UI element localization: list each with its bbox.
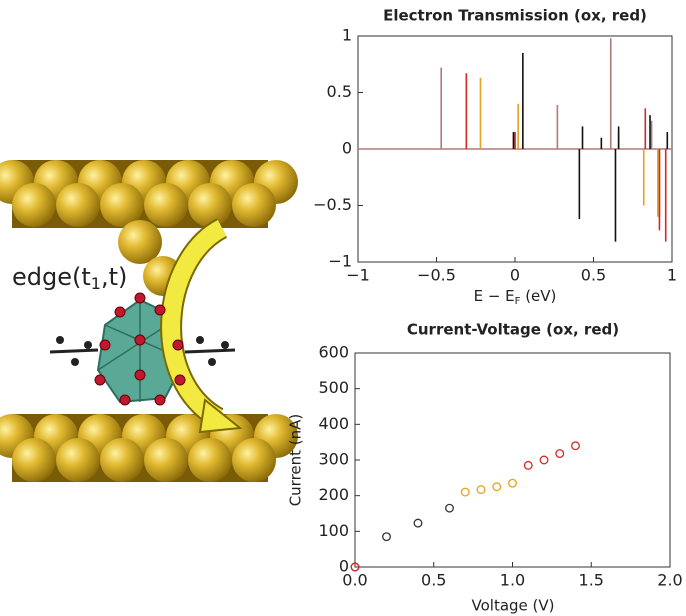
oxygen-atom (155, 305, 165, 315)
x-axis-label: E − EF (eV) (474, 287, 557, 308)
oxygen-atom (135, 335, 145, 345)
gold-atom (232, 183, 276, 227)
carbon-atom (71, 358, 79, 366)
iv-point (572, 442, 580, 450)
illustration: edge(t1,t) (0, 160, 298, 482)
oxygen-atom (135, 293, 145, 303)
x-tick-label: 1.0 (500, 571, 525, 590)
label-sub: 1 (91, 274, 101, 293)
label-part: (eV) (520, 287, 556, 305)
y-axis-label: Current (nA) (287, 414, 305, 507)
gold-atom (100, 438, 144, 482)
gold-atom (232, 438, 276, 482)
oxygen-atom (175, 375, 185, 385)
y-tick-label: 600 (318, 343, 349, 362)
illustration-label: edge(t1,t) (12, 263, 127, 293)
gold-atom (56, 183, 100, 227)
iv-point (414, 519, 422, 527)
label-part: E − E (474, 287, 515, 305)
figure: edge(t1,t) Electron Transmission (ox, re… (0, 0, 686, 616)
gold-atom (144, 183, 188, 227)
plot-frame (355, 353, 670, 567)
x-tick-label: −0.5 (417, 266, 456, 285)
iv-point (383, 533, 391, 541)
x-tick-label: 1.5 (579, 571, 604, 590)
y-tick-label: 300 (318, 450, 349, 469)
x-tick-label: 1 (667, 266, 677, 285)
gold-atom (188, 183, 232, 227)
y-tick-label: 200 (318, 485, 349, 504)
x-axis-label: Voltage (V) (472, 597, 555, 615)
x-tick-label: 2.0 (657, 571, 682, 590)
chart-title: Current-Voltage (ox, red) (407, 321, 619, 339)
iv-point (509, 479, 517, 487)
oxygen-atom (135, 370, 145, 380)
oxygen-atom (115, 307, 125, 317)
y-tick-label: 100 (318, 521, 349, 540)
x-tick-label: 0.5 (421, 571, 446, 590)
x-tick-label: 0.5 (581, 266, 606, 285)
y-tick-label: −0.5 (313, 195, 352, 214)
carbon-atom (208, 358, 216, 366)
gold-atom (144, 438, 188, 482)
gold-atom (12, 183, 56, 227)
carbon-atom (196, 336, 204, 344)
iv-point (556, 450, 564, 458)
oxygen-atom (100, 340, 110, 350)
oxygen-atom (155, 395, 165, 405)
label-part: ,t) (101, 263, 127, 291)
y-tick-label: 500 (318, 378, 349, 397)
label-part: edge(t (12, 263, 91, 291)
chart-title: Electron Transmission (ox, red) (383, 7, 647, 25)
gold-atom (188, 438, 232, 482)
carbon-atom (221, 341, 229, 349)
oxygen-atom (95, 375, 105, 385)
gold-atom (118, 220, 162, 264)
iv-point (446, 504, 454, 512)
oxygen-atom (120, 395, 130, 405)
iv-point (524, 462, 532, 470)
x-tick-label: −1 (346, 266, 370, 285)
x-tick-label: 0 (510, 266, 520, 285)
gold-atom (12, 438, 56, 482)
oxygen-atom (173, 340, 183, 350)
iv-point (477, 486, 485, 494)
gold-atom (56, 438, 100, 482)
y-tick-label: 400 (318, 414, 349, 433)
iv-point (540, 456, 548, 464)
y-tick-label: 0 (342, 139, 352, 158)
x-tick-label: 0.0 (342, 571, 367, 590)
iv-point (493, 483, 501, 491)
carbon-atom (56, 336, 64, 344)
iv-point (461, 488, 469, 496)
carbon-atom (84, 341, 92, 349)
y-tick-label: 1 (342, 26, 352, 45)
y-tick-label: 0.5 (327, 82, 352, 101)
